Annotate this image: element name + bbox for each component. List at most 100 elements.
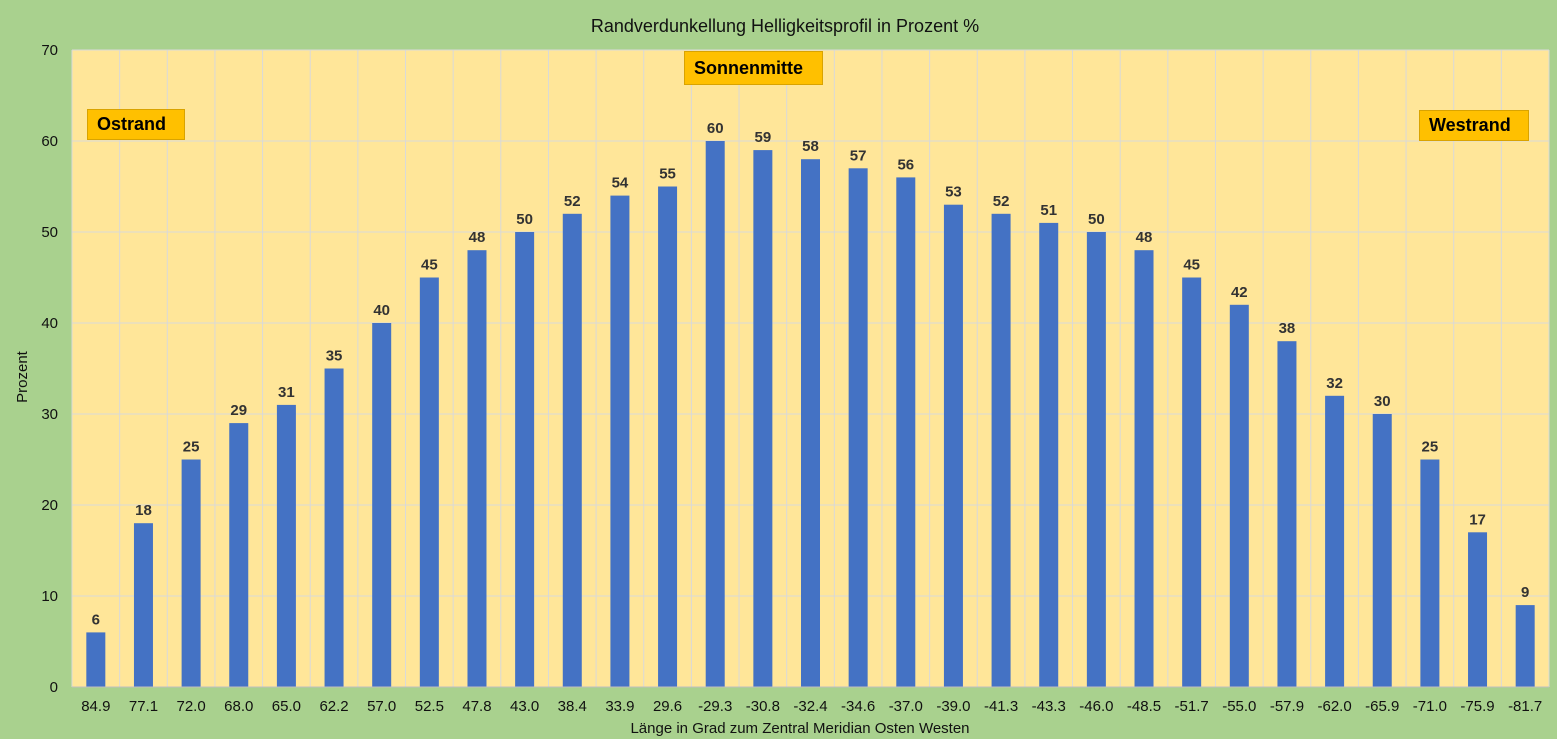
x-tick-label: 43.0 xyxy=(510,698,539,715)
data-label: 38 xyxy=(1279,320,1296,337)
x-tick-label: 77.1 xyxy=(129,698,158,715)
data-label: 18 xyxy=(135,502,152,519)
x-axis-ticks: 84.9 77.1 72.0 68.0 65.0 62.2 57.0 52.5 47.8 43.0… xyxy=(81,698,1542,715)
bar--71.0 xyxy=(1420,459,1440,687)
bar--30.8 xyxy=(753,150,773,688)
x-tick-label: 65.0 xyxy=(272,698,301,715)
bar--34.6 xyxy=(848,168,868,688)
data-label: 48 xyxy=(1136,229,1153,246)
x-tick-label: -46.0 xyxy=(1079,698,1113,715)
bar-57.0 xyxy=(372,323,392,687)
bar--55.0 xyxy=(1229,304,1249,687)
data-labels: 6 18 25 29 31 35 40 45 48 50 52 54 55 60 59 58 57 56 53 52 5… xyxy=(92,120,1530,628)
x-tick-label: -43.3 xyxy=(1032,698,1066,715)
bar--29.3 xyxy=(705,141,725,687)
x-tick-label: -81.7 xyxy=(1508,698,1542,715)
x-tick-label: -55.0 xyxy=(1222,698,1256,715)
data-label: 25 xyxy=(183,439,200,456)
x-tick-label: 33.9 xyxy=(605,698,634,715)
bar-65.0 xyxy=(276,404,296,687)
bar--39.0 xyxy=(943,204,963,687)
x-tick-label: -75.9 xyxy=(1460,698,1494,715)
x-tick-label: -37.0 xyxy=(889,698,923,715)
data-label: 60 xyxy=(707,120,724,137)
bar-33.9 xyxy=(610,195,630,687)
bar-52.5 xyxy=(419,277,439,687)
bar--51.7 xyxy=(1182,277,1202,687)
y-tick-label: 70 xyxy=(41,42,58,59)
bar-29.6 xyxy=(658,186,678,687)
chart-title: Randverdunkellung Helligkeitsprofil in P… xyxy=(591,16,979,36)
data-label: 17 xyxy=(1469,511,1486,528)
y-tick-label: 20 xyxy=(41,497,58,514)
x-tick-label: 84.9 xyxy=(81,698,110,715)
bar--32.4 xyxy=(801,159,820,687)
y-axis-label: Prozent xyxy=(14,350,31,403)
gridlines xyxy=(71,49,1550,687)
data-label: 50 xyxy=(1088,211,1105,228)
bar--65.9 xyxy=(1372,414,1392,687)
x-tick-label: -51.7 xyxy=(1175,698,1209,715)
x-tick-label: 72.0 xyxy=(177,698,206,715)
data-label: 32 xyxy=(1326,375,1343,392)
annotation-westrand: Westrand xyxy=(1419,110,1529,141)
x-tick-label: -29.3 xyxy=(698,698,732,715)
annotation-ostrand: Ostrand xyxy=(87,109,185,140)
data-label: 31 xyxy=(278,384,295,401)
data-label: 54 xyxy=(612,175,629,192)
data-label: 45 xyxy=(1183,257,1200,274)
bar--46.0 xyxy=(1086,232,1106,687)
x-tick-label: 52.5 xyxy=(415,698,444,715)
y-tick-label: 0 xyxy=(50,679,58,696)
data-label: 6 xyxy=(92,611,100,628)
bar-77.1 xyxy=(133,523,153,687)
data-label: 58 xyxy=(802,138,819,155)
bar--43.3 xyxy=(1039,222,1059,687)
x-tick-label: -71.0 xyxy=(1413,698,1447,715)
y-axis-ticks: 0 10 20 30 40 50 60 70 xyxy=(41,42,58,696)
x-tick-label: 29.6 xyxy=(653,698,682,715)
bar--81.7 xyxy=(1515,605,1535,687)
bar-68.0 xyxy=(229,423,249,687)
x-tick-label: 68.0 xyxy=(224,698,253,715)
x-tick-label: 38.4 xyxy=(558,698,587,715)
bar-47.8 xyxy=(467,250,487,687)
data-label: 40 xyxy=(373,302,390,319)
y-tick-label: 30 xyxy=(41,406,58,423)
data-label: 29 xyxy=(230,402,247,419)
bar--41.3 xyxy=(991,213,1011,688)
data-label: 9 xyxy=(1521,584,1529,601)
annotation-sonnenmitte: Sonnenmitte xyxy=(684,51,823,85)
x-axis-label: Länge in Grad zum Zentral Meridian Osten… xyxy=(630,720,969,737)
bar--48.5 xyxy=(1134,250,1154,687)
bar--62.0 xyxy=(1325,395,1345,687)
bar-72.0 xyxy=(181,459,201,687)
x-tick-label: -57.9 xyxy=(1270,698,1304,715)
y-tick-label: 40 xyxy=(41,315,58,332)
x-tick-label: -34.6 xyxy=(841,698,875,715)
data-label: 30 xyxy=(1374,393,1391,410)
x-tick-label: -65.9 xyxy=(1365,698,1399,715)
bar--75.9 xyxy=(1468,532,1488,687)
data-label: 55 xyxy=(659,166,676,183)
bar--37.0 xyxy=(896,177,916,687)
x-tick-label: -39.0 xyxy=(936,698,970,715)
data-label: 42 xyxy=(1231,284,1248,301)
bar-43.0 xyxy=(515,232,535,687)
bar-series xyxy=(86,141,1535,688)
x-tick-label: -30.8 xyxy=(746,698,780,715)
bar--57.9 xyxy=(1277,341,1297,687)
data-label: 53 xyxy=(945,184,962,201)
bar-38.4 xyxy=(562,213,582,688)
data-label: 57 xyxy=(850,147,867,164)
x-tick-label: 57.0 xyxy=(367,698,396,715)
data-label: 59 xyxy=(755,129,772,146)
data-label: 25 xyxy=(1422,439,1439,456)
x-tick-label: 62.2 xyxy=(319,698,348,715)
data-label: 52 xyxy=(564,193,581,210)
y-tick-label: 10 xyxy=(41,588,58,605)
y-tick-label: 50 xyxy=(41,224,58,241)
bar-84.9 xyxy=(86,632,106,687)
